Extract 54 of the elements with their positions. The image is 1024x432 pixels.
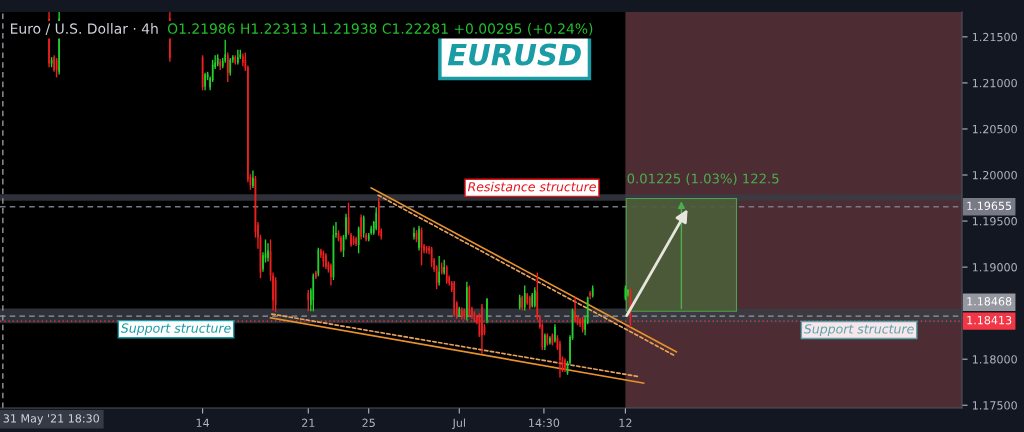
candlestick [413, 226, 415, 241]
candlestick [486, 297, 488, 324]
candlestick [252, 169, 254, 189]
candlestick [375, 206, 378, 231]
candlestick [544, 332, 546, 351]
annotation: O1.21986 H1.22313 L1.21938 C1.22281 +0.00295 (+0.24%) [167, 23, 593, 36]
candlestick [574, 296, 576, 324]
ref-line-label: 31 May '21 18:30 [3, 414, 100, 425]
candlestick [554, 323, 556, 344]
candlestick [463, 307, 466, 321]
candlestick [53, 54, 55, 73]
annotation: Resistance structure [467, 181, 596, 192]
annotation: Support structure [120, 323, 231, 336]
y-tick-label: 1.18000 [972, 355, 1017, 364]
x-tick-label: 21 [302, 418, 315, 427]
candlestick [481, 303, 483, 355]
x-tick-label: Jul [452, 418, 465, 430]
candlestick [466, 281, 468, 322]
candlestick [267, 242, 269, 263]
y-tick-label: 1.19500 [972, 217, 1017, 226]
y-tick-label: 1.17500 [972, 401, 1017, 410]
candlestick [549, 335, 551, 346]
x-tick-label: 14:30 [529, 418, 560, 428]
annotation: Support structure [803, 324, 914, 337]
candlestick [330, 262, 332, 287]
candlestick [312, 272, 315, 312]
candlestick [355, 236, 357, 247]
text: Euro / U.S. Dollar · 4h [10, 23, 158, 35]
y-tick-label: 1.21000 [972, 78, 1017, 88]
candlestick [224, 38, 227, 64]
candlestick [204, 72, 206, 91]
candlestick [237, 49, 239, 66]
candlestick [360, 213, 362, 241]
x-tick-label: 14 [196, 418, 210, 427]
y-tick-label: 1.20000 [972, 170, 1017, 180]
candlestick [579, 317, 581, 328]
ref-line-label: 1.19655 [967, 201, 1012, 210]
candlestick [627, 288, 629, 298]
candlestick [418, 224, 420, 252]
ref-line-label: 1.18468 [967, 297, 1012, 306]
candlestick [564, 357, 566, 373]
candlestick [438, 255, 440, 287]
x-tick-label: 12 [619, 418, 632, 427]
y-tick-label: 1.20500 [972, 124, 1017, 134]
x-tick-label: 25 [362, 418, 375, 428]
y-tick-label: 1.21500 [972, 32, 1017, 42]
candlestick [325, 252, 327, 270]
candlestick [589, 290, 591, 301]
text: EURUSD [447, 43, 581, 66]
annotation: 0.01225 (1.03%) 122.5 [627, 173, 779, 186]
ref-line-label: 1.18413 [967, 315, 1012, 325]
candlestick [242, 52, 244, 68]
y-tick-label: 1.19000 [972, 263, 1017, 272]
candlestick [315, 270, 317, 280]
